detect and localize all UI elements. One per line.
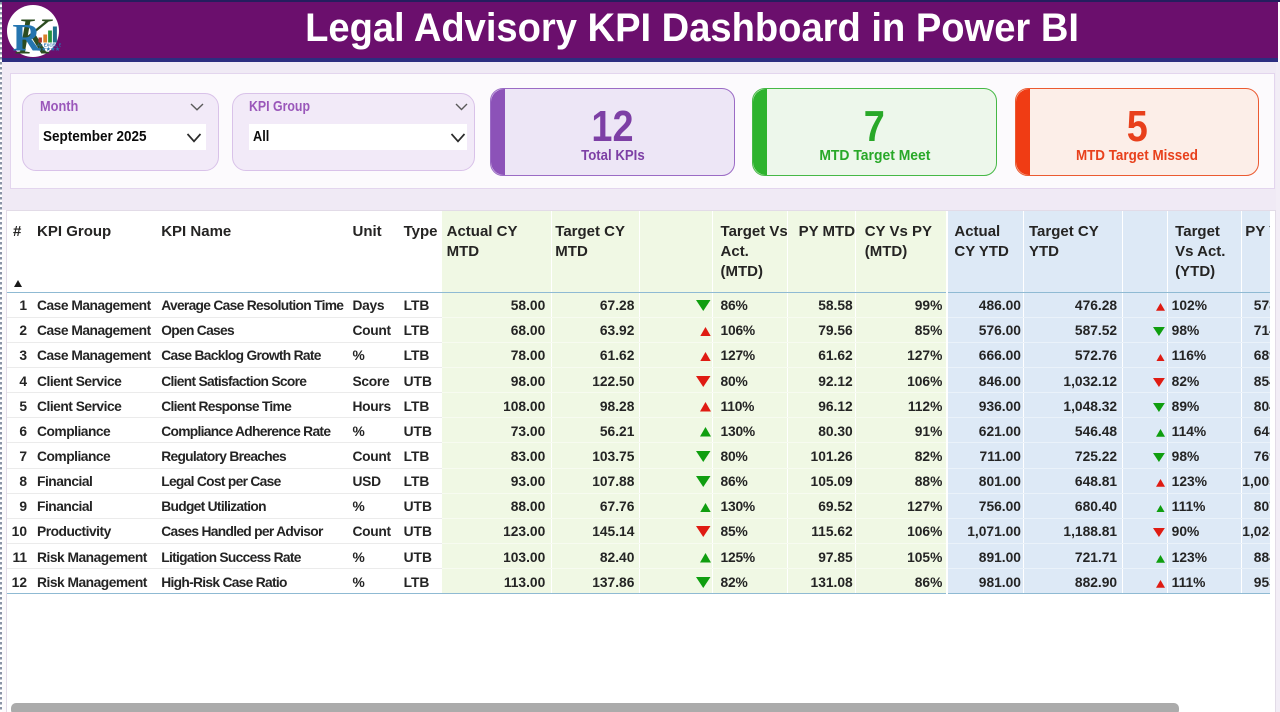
svg-text:An EXCEL Expert: An EXCEL Expert <box>37 43 61 48</box>
svg-text:R: R <box>13 17 42 60</box>
svg-text:K: K <box>15 9 53 60</box>
svg-text:★★★★★: ★★★★★ <box>37 46 60 53</box>
